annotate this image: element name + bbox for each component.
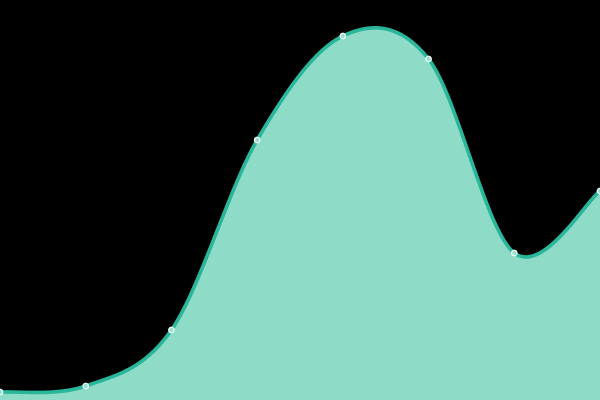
area-fill xyxy=(0,27,600,400)
data-point-marker xyxy=(82,382,90,390)
data-point-marker xyxy=(168,326,175,334)
data-point-marker xyxy=(425,55,432,63)
data-point-marker xyxy=(253,136,261,144)
data-point-marker xyxy=(0,388,4,396)
line-series xyxy=(0,26,600,395)
data-point-markers xyxy=(0,32,600,396)
data-point-marker xyxy=(339,32,347,40)
data-point-marker xyxy=(510,249,518,257)
